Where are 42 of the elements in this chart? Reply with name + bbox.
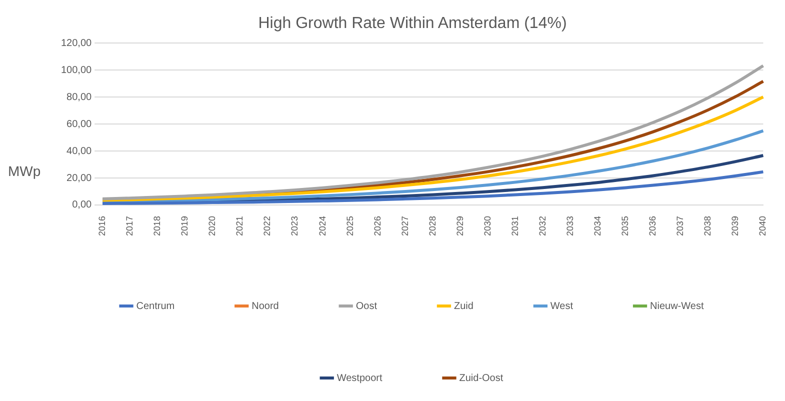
y-axis-title: MWp [8,162,42,178]
x-tick-label: 2038 [702,216,713,236]
legend-label: Zuid-Oost [459,372,504,384]
legend-label: Westpoort [336,372,382,384]
x-tick-label: 2032 [537,216,548,236]
x-tick-label: 2026 [372,216,382,236]
x-tick-label: 2037 [675,216,686,236]
x-tick-label: 2035 [620,216,630,236]
x-tick-label: 2031 [510,216,520,236]
x-tick-label: 2022 [262,216,272,236]
y-tick-label: 120,00 [60,38,92,49]
y-tick-label: 80,00 [66,92,92,103]
x-tick-label: 2024 [317,216,328,236]
legend-label: Oost [356,300,378,312]
y-tick-label: 40,00 [66,146,92,157]
legend-label: West [550,300,574,312]
x-tick-label: 2039 [730,216,740,236]
x-tick-label: 2018 [152,216,162,236]
x-tick-label: 2040 [758,216,768,236]
legend-label: Noord [252,300,279,312]
x-tick-label: 2023 [290,216,300,236]
x-tick-label: 2033 [565,216,576,236]
x-tick-label: 2021 [234,216,245,236]
x-tick-label: 2017 [124,216,135,236]
legend-label: Nieuw-West [650,300,704,312]
x-tick-label: 2019 [180,216,190,236]
y-tick-label: 20,00 [66,172,92,184]
x-tick-label: 2030 [482,216,492,236]
y-tick-label: 100,00 [60,64,92,76]
legend-label: Centrum [136,300,175,312]
x-tick-label: 2036 [648,216,658,236]
x-tick-label: 2025 [344,216,355,236]
legend-label: Zuid [454,300,474,312]
x-tick-label: 2034 [592,216,603,236]
x-tick-label: 2029 [454,216,465,236]
x-tick-label: 2027 [400,216,410,236]
y-tick-label: 60,00 [66,118,92,130]
x-tick-label: 2020 [207,216,218,236]
x-tick-label: 2028 [427,216,438,236]
chart-title: High Growth Rate Within Amsterdam (14%) [258,15,567,32]
y-tick-label: 0,00 [72,200,92,211]
x-tick-label: 2016 [97,216,108,236]
